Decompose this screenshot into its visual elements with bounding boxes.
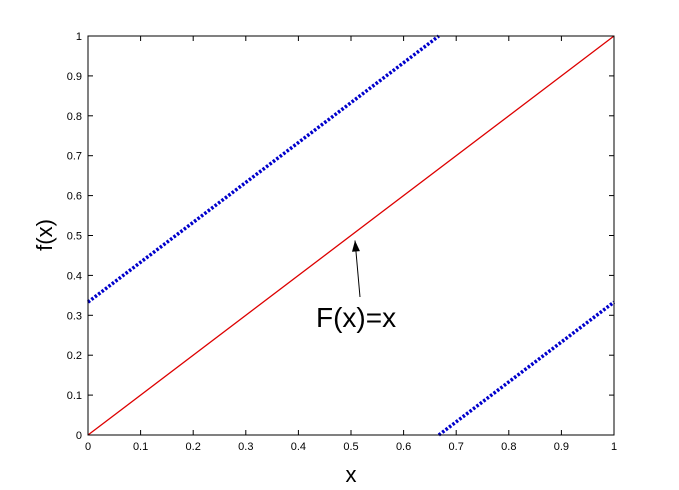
y-tick-label: 0.8 bbox=[67, 111, 82, 123]
solid-line-0 bbox=[87, 35, 615, 436]
x-tick-label: 0.2 bbox=[186, 441, 201, 453]
x-tick-label: 0.7 bbox=[449, 441, 464, 453]
y-tick-label: 0.5 bbox=[67, 231, 82, 243]
y-tick-label: 0.6 bbox=[67, 191, 82, 203]
annotation-layer: F(x)=x bbox=[316, 240, 396, 333]
y-tick-label: 0.3 bbox=[67, 310, 82, 322]
annotation-text: F(x)=x bbox=[316, 302, 396, 333]
y-axis-ticks: 0 0.1 0.2 0.3 0.4 0.5 0.6 0.7 0.8 0.9 1 bbox=[67, 31, 614, 442]
x-tick-label: 0.8 bbox=[501, 441, 516, 453]
y-tick-label: 0.1 bbox=[67, 390, 82, 402]
x-tick-label: 0.5 bbox=[343, 441, 358, 453]
x-tick-label: 0.6 bbox=[396, 441, 411, 453]
x-tick-label: 0 bbox=[85, 441, 91, 453]
x-tick-label: 0.9 bbox=[554, 441, 569, 453]
x-tick-label: 0.4 bbox=[291, 441, 306, 453]
y-tick-label: 0.2 bbox=[67, 350, 82, 362]
x-axis-label: x bbox=[346, 462, 357, 487]
x-tick-label: 0.1 bbox=[133, 441, 148, 453]
x-tick-label: 1 bbox=[611, 441, 617, 453]
x-tick-label: 0.3 bbox=[238, 441, 253, 453]
dotted-line-2 bbox=[437, 300, 616, 437]
y-tick-label: 0.9 bbox=[67, 71, 82, 83]
y-tick-label: 0 bbox=[76, 430, 82, 442]
x-axis-ticks: 0 0.1 0.2 0.3 0.4 0.5 0.6 0.7 0.8 0.9 1 bbox=[85, 36, 617, 453]
series-layer bbox=[86, 34, 616, 437]
annotation-arrowhead bbox=[351, 240, 360, 252]
dotted-line-1 bbox=[86, 34, 440, 304]
y-tick-label: 0.7 bbox=[67, 151, 82, 163]
y-tick-label: 1 bbox=[76, 31, 82, 43]
y-tick-label: 0.4 bbox=[67, 270, 82, 282]
y-axis-label: f(x) bbox=[32, 219, 57, 251]
